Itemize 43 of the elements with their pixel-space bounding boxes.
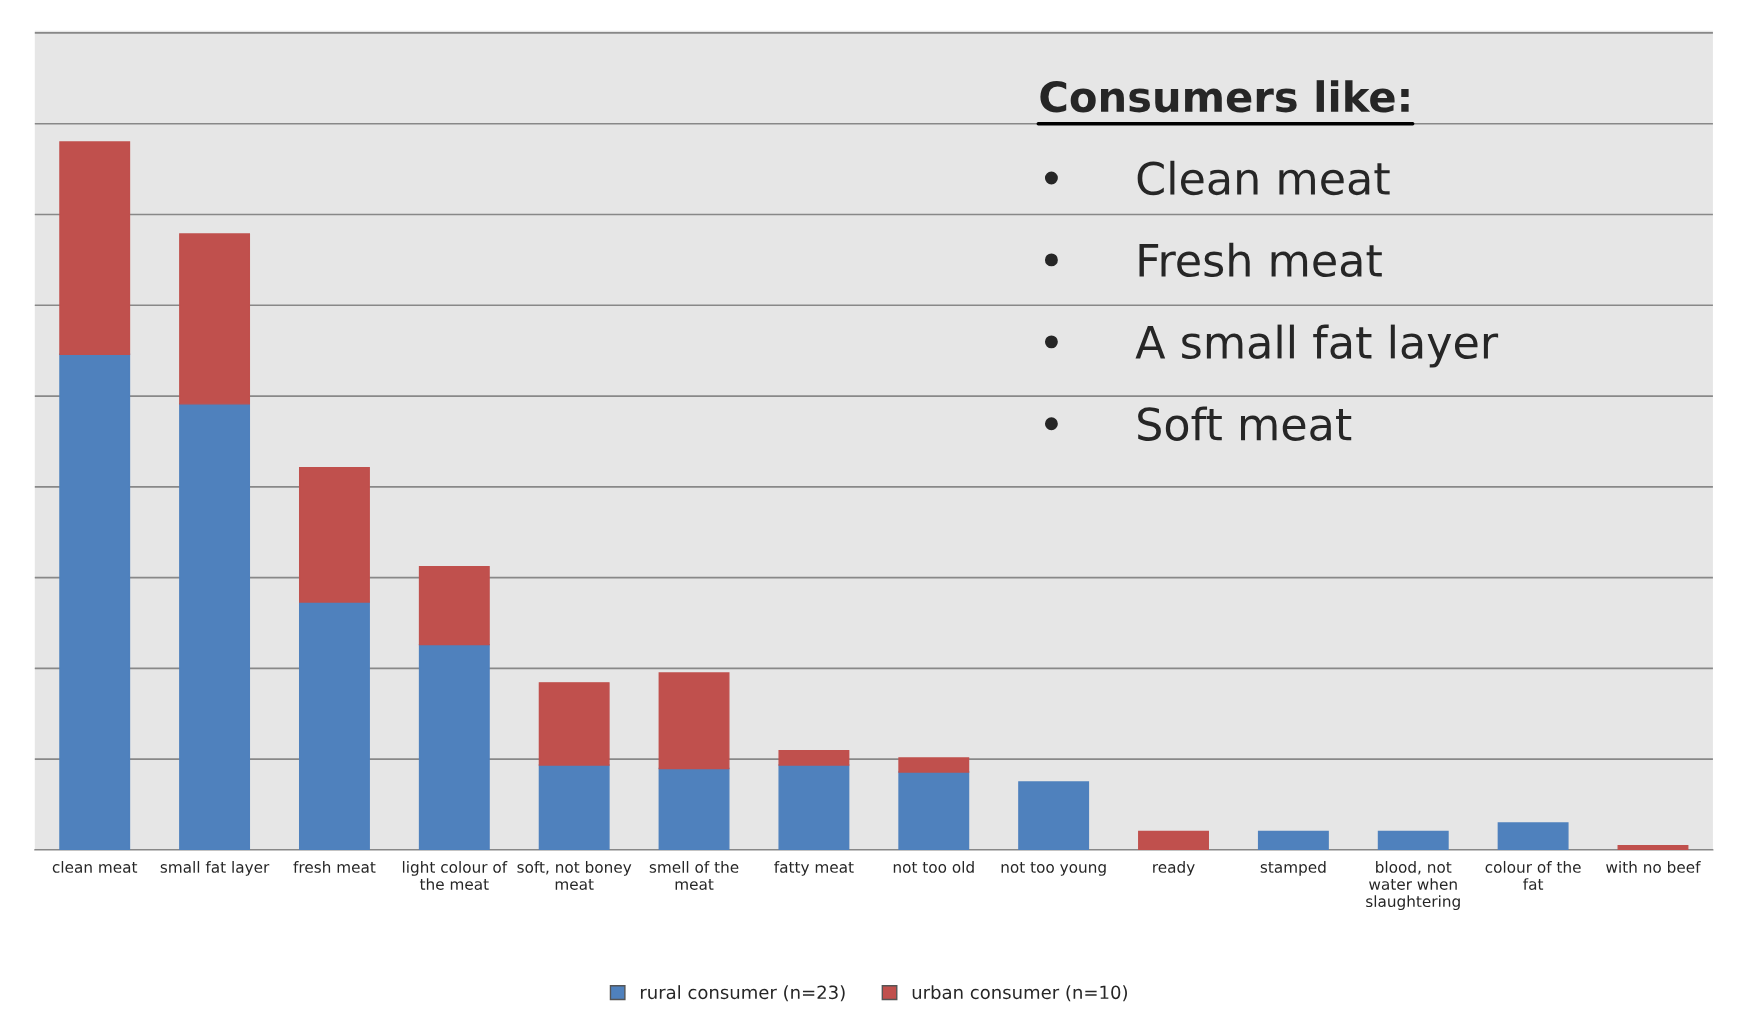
- x-tick-label: soft, not boney meat: [517, 861, 632, 890]
- bar: [418, 643, 490, 850]
- x-tick-label: ready: [1153, 861, 1195, 876]
- bar: [778, 750, 850, 766]
- x-tick-label: blood, not water when slaughtering: [1366, 861, 1460, 911]
- bar: [1138, 830, 1209, 850]
- bar: [898, 757, 970, 773]
- bar: [778, 764, 850, 850]
- bar: [298, 466, 370, 603]
- bar: [298, 601, 370, 850]
- x-tick-label: fatty meat: [774, 861, 854, 876]
- text: Consumers like:: [1040, 80, 1409, 113]
- annotation: • Soft meat: [1044, 406, 1352, 441]
- bar: [658, 672, 730, 770]
- bar: [1617, 844, 1689, 850]
- bar: [1497, 822, 1569, 850]
- legend-label: rural consumer (n=23): [640, 985, 845, 1002]
- x-tick-label: not too young: [1001, 861, 1106, 876]
- bar: [179, 403, 251, 850]
- x-tick-label: small fat layer: [160, 861, 270, 876]
- bar: [179, 233, 251, 405]
- x-tick-label: smell of the meat: [649, 861, 739, 890]
- x-tick-label: clean meat: [52, 861, 138, 873]
- legend-label: urban consumer (n=10): [912, 985, 1127, 1002]
- x-tick-label: colour of the fat: [1485, 861, 1581, 890]
- bar: [1257, 830, 1329, 850]
- bar: [418, 566, 490, 646]
- x-tick-label: with no beef: [1606, 861, 1701, 873]
- x-tick-label: light colour of the meat: [402, 861, 508, 890]
- x-tick-label: stamped: [1260, 861, 1326, 876]
- bar: [538, 764, 610, 850]
- x-tick-label: not too old: [893, 861, 974, 873]
- bar: [658, 767, 730, 850]
- bar: [538, 682, 610, 766]
- bar: [1018, 781, 1090, 850]
- bar: [898, 771, 970, 850]
- bar: [1377, 830, 1449, 850]
- annotation: • Clean meat: [1044, 160, 1390, 196]
- annotation: • Fresh meat: [1044, 242, 1382, 278]
- x-tick-label: fresh meat: [293, 861, 376, 873]
- bar: [59, 353, 131, 850]
- annotation: • A small fat layer: [1044, 324, 1499, 368]
- bar: [59, 141, 131, 355]
